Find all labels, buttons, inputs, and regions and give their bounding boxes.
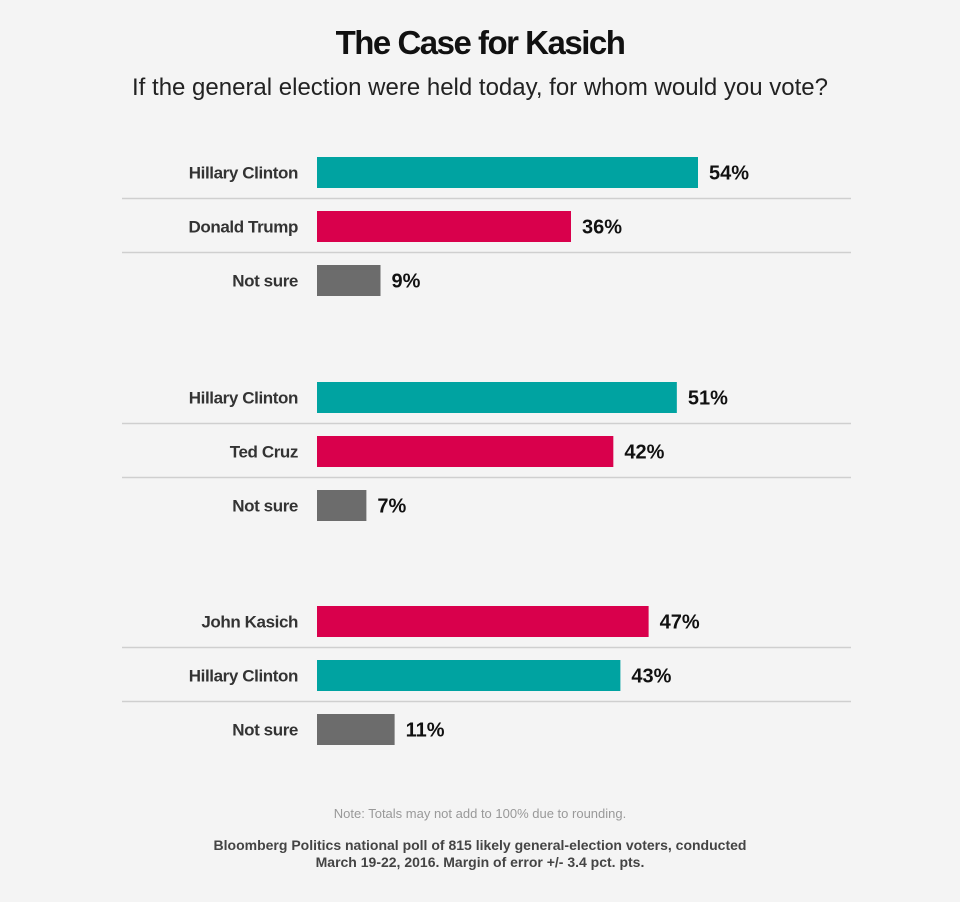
rounding-note: Note: Totals may not add to 100% due to … <box>333 806 627 821</box>
category-label: Hillary Clinton <box>189 389 298 408</box>
bar-hillary-clinton <box>317 660 621 691</box>
chart-subtitle: If the general election were held today,… <box>132 74 828 101</box>
category-label: Not sure <box>232 272 298 291</box>
chart-title: The Case for Kasich <box>335 24 626 61</box>
value-label: 9% <box>392 271 421 293</box>
value-label: 7% <box>377 496 406 518</box>
bar-hillary-clinton <box>317 382 677 413</box>
source-note: Bloomberg Politics national poll of 815 … <box>0 837 960 871</box>
bar-ted-cruz <box>317 436 614 467</box>
category-label: Ted Cruz <box>230 443 298 462</box>
bar-john-kasich <box>317 606 649 637</box>
bar-donald-trump <box>317 211 571 242</box>
category-label: Donald Trump <box>189 218 298 237</box>
source-line-2: March 19-22, 2016. Margin of error +/- 3… <box>315 854 645 870</box>
value-label: 43% <box>631 666 671 688</box>
category-label: Hillary Clinton <box>189 667 298 686</box>
bar-not-sure <box>317 490 367 521</box>
bar-group-2: Hillary Clinton 51% Ted Cruz 42% Not sure 7% <box>122 382 851 521</box>
bar-not-sure <box>317 265 381 296</box>
bar-hillary-clinton <box>317 157 698 188</box>
value-label: 54% <box>709 163 749 185</box>
bar-group-3: John Kasich 47% Hillary Clinton 43% Not sure… <box>122 606 851 745</box>
category-label: John Kasich <box>201 613 298 632</box>
value-label: 11% <box>406 720 445 742</box>
category-label: Not sure <box>232 497 298 516</box>
bar-chart: Hillary Clinton 54% Donald Trump 36% Not sur… <box>122 157 851 745</box>
value-label: 42% <box>624 442 664 464</box>
bar-group-1: Hillary Clinton 54% Donald Trump 36% Not sur… <box>122 157 851 296</box>
source-line-1: Bloomberg Politics national poll of 815 … <box>213 837 747 853</box>
value-label: 47% <box>660 612 700 634</box>
category-label: Not sure <box>232 721 298 740</box>
bar-not-sure <box>317 714 395 745</box>
category-label: Hillary Clinton <box>189 164 298 183</box>
value-label: 36% <box>582 217 622 239</box>
value-label: 51% <box>688 388 728 410</box>
